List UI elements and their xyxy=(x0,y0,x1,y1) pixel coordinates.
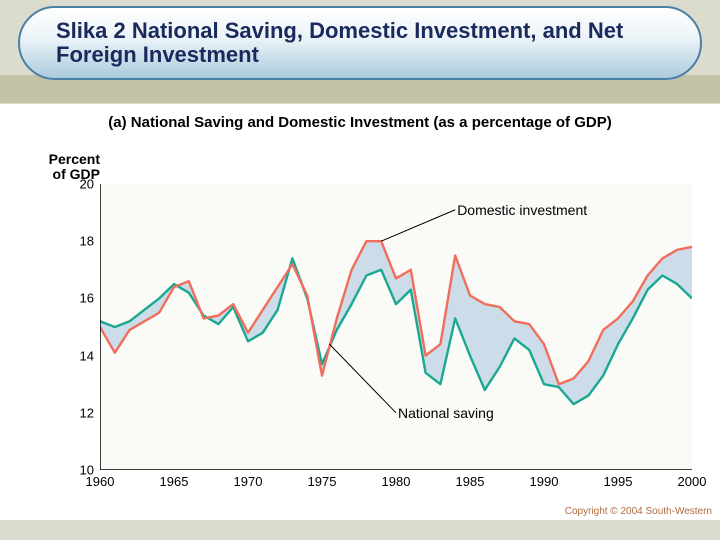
x-tick-label: 1980 xyxy=(382,474,411,489)
chart-svg xyxy=(100,184,692,470)
x-tick-label: 1960 xyxy=(86,474,115,489)
y-tick-label: 16 xyxy=(80,291,94,306)
title-pill: Slika 2 National Saving, Domestic Invest… xyxy=(18,6,702,80)
x-tick-label: 2000 xyxy=(678,474,707,489)
y-axis-title-line1: Percent xyxy=(49,151,100,167)
x-tick-label: 1965 xyxy=(160,474,189,489)
y-tick-label: 20 xyxy=(80,177,94,192)
x-tick-label: 1995 xyxy=(604,474,633,489)
y-tick-label: 12 xyxy=(80,405,94,420)
callout-domestic-investment: Domestic investment xyxy=(457,202,587,218)
x-tick-label: 1985 xyxy=(456,474,485,489)
chart-area: 1012141618201960196519701975198019851990… xyxy=(100,184,692,470)
callout-national-saving: National saving xyxy=(398,405,494,421)
x-tick-label: 1970 xyxy=(234,474,263,489)
chart-subtitle: (a) National Saving and Domestic Investm… xyxy=(0,104,720,131)
y-tick-label: 18 xyxy=(80,234,94,249)
y-tick-label: 14 xyxy=(80,348,94,363)
copyright-text: Copyright © 2004 South-Western xyxy=(565,506,712,517)
page-title: Slika 2 National Saving, Domestic Invest… xyxy=(56,19,674,67)
x-tick-label: 1990 xyxy=(530,474,559,489)
x-tick-label: 1975 xyxy=(308,474,337,489)
chart-panel: (a) National Saving and Domestic Investm… xyxy=(0,104,720,520)
